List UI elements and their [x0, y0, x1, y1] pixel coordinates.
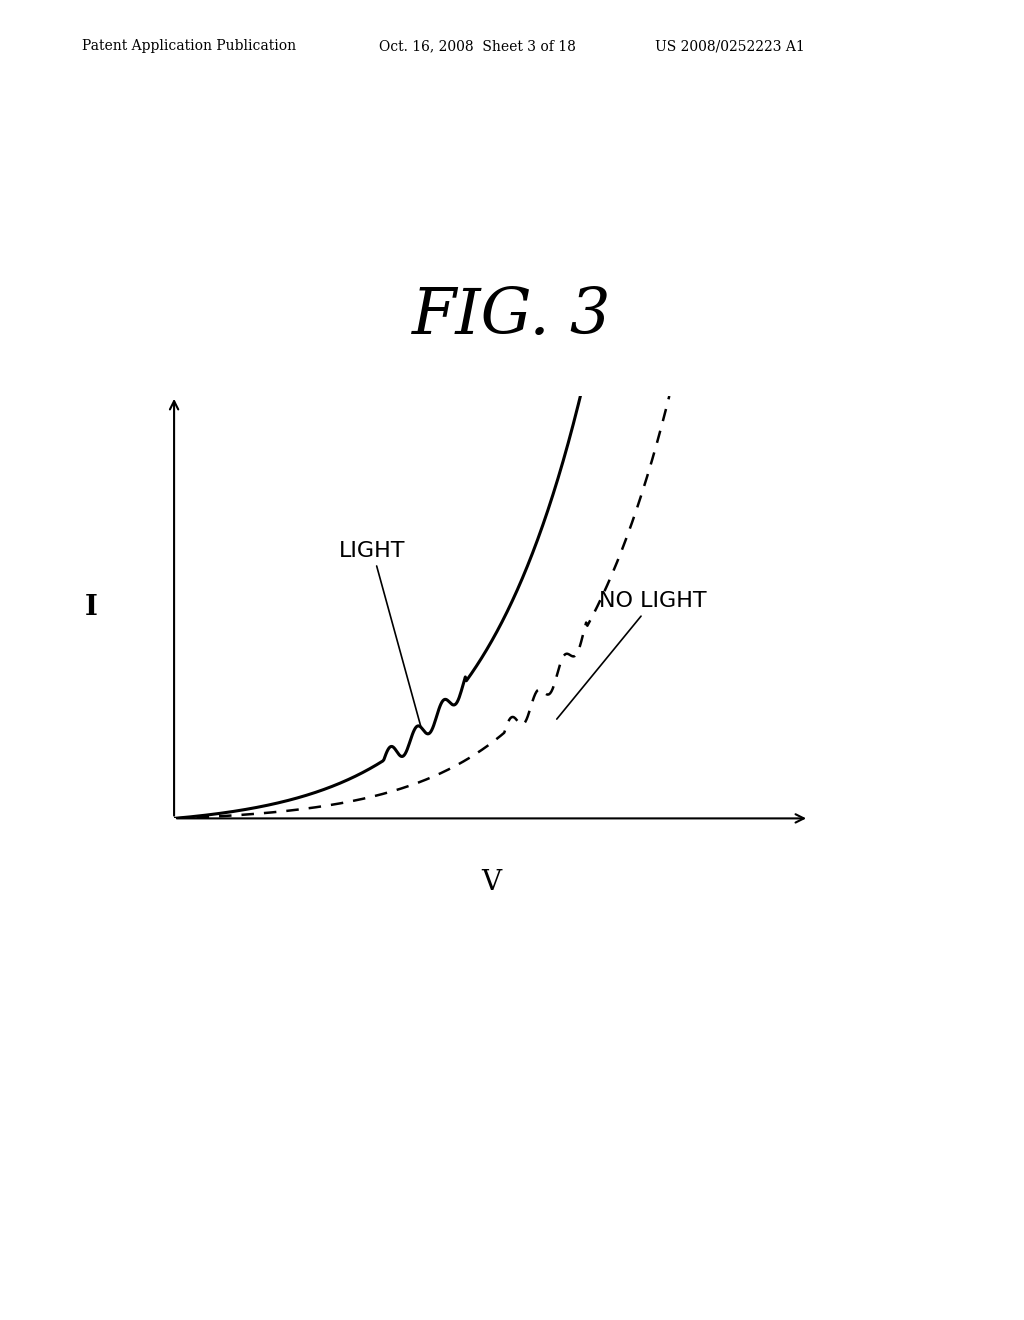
- Text: Patent Application Publication: Patent Application Publication: [82, 40, 296, 53]
- Text: NO LIGHT: NO LIGHT: [557, 591, 708, 719]
- Text: V: V: [481, 869, 502, 896]
- Text: FIG. 3: FIG. 3: [413, 286, 611, 347]
- Text: US 2008/0252223 A1: US 2008/0252223 A1: [655, 40, 805, 53]
- Text: LIGHT: LIGHT: [339, 540, 421, 727]
- Text: I: I: [85, 594, 98, 620]
- Text: Oct. 16, 2008  Sheet 3 of 18: Oct. 16, 2008 Sheet 3 of 18: [379, 40, 575, 53]
